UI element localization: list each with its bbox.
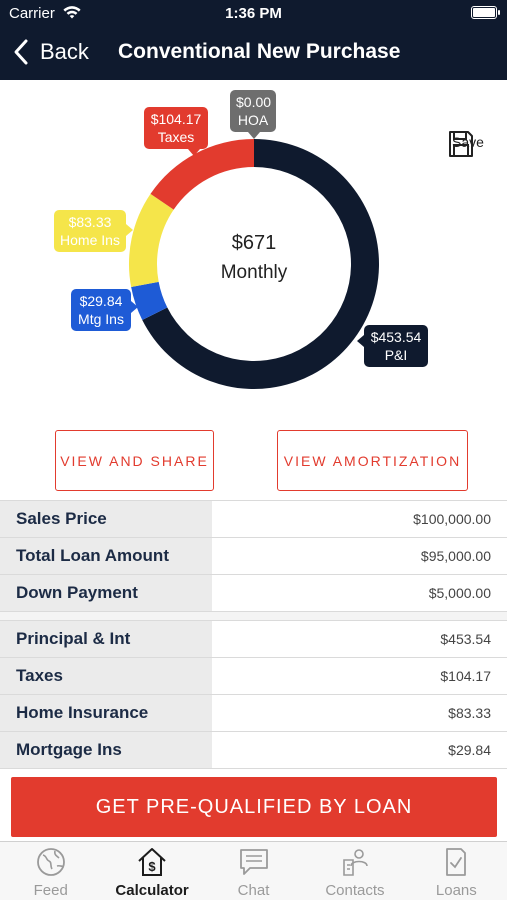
table-row: Principal & Int $453.54 (0, 621, 507, 658)
label-hoa-name: HOA (237, 112, 269, 128)
table-row: Sales Price $100,000.00 (0, 501, 507, 538)
save-icon (449, 131, 473, 157)
section-divider (0, 612, 507, 620)
globe-icon (36, 848, 65, 876)
contacts-icon (343, 849, 368, 876)
row-label: Principal & Int (0, 621, 212, 657)
tab-label: Loans (435, 882, 477, 899)
tab-chat[interactable]: Chat (203, 842, 304, 900)
row-label: Down Payment (0, 575, 212, 611)
page-title: Conventional New Purchase (118, 40, 401, 63)
row-value: $104.17 (440, 668, 491, 684)
label-taxes-value: $104.17 (150, 111, 202, 127)
tab-bar: Feed $ Calculator Chat Contacts Loans (0, 841, 507, 900)
row-value: $453.54 (440, 631, 491, 647)
tab-contacts[interactable]: Contacts (304, 842, 405, 900)
tab-loans[interactable]: Loans (406, 842, 507, 900)
monthly-label: Monthly (220, 262, 288, 283)
loan-summary-table: Sales Price $100,000.00 Total Loan Amoun… (0, 500, 507, 612)
label-hoa: $0.00 HOA (230, 90, 276, 139)
row-label: Mortgage Ins (0, 732, 212, 768)
row-value: $95,000.00 (420, 548, 491, 564)
label-pi-name: P&I (384, 347, 408, 363)
table-row: Home Insurance $83.33 (0, 695, 507, 732)
status-bar: Carrier 1:36 PM (0, 0, 507, 28)
svg-text:$: $ (148, 859, 156, 874)
label-hoa-value: $0.00 (236, 94, 272, 110)
chat-icon (239, 849, 268, 875)
tab-label: Feed (33, 882, 68, 899)
label-taxes-name: Taxes (157, 129, 195, 145)
label-mtg-ins-value: $29.84 (79, 293, 123, 309)
table-row: Mortgage Ins $29.84 (0, 732, 507, 769)
back-label: Back (40, 39, 89, 64)
row-label: Total Loan Amount (0, 538, 212, 574)
tab-label: Calculator (115, 882, 189, 899)
calculator-house-icon: $ (138, 848, 166, 876)
label-pi: $453.54 P&I (357, 325, 428, 367)
donut-slice-home-ins (129, 193, 174, 288)
row-value: $100,000.00 (413, 511, 491, 527)
label-mtg-ins-name: Mtg Ins (78, 311, 124, 327)
donut-slice-mtg-ins (131, 281, 168, 321)
monthly-total: $671 (231, 232, 277, 254)
payment-breakdown-table: Principal & Int $453.54 Taxes $104.17 Ho… (0, 620, 507, 769)
row-label: Sales Price (0, 501, 212, 537)
row-value: $29.84 (448, 742, 491, 758)
back-button[interactable]: Back (10, 36, 89, 68)
row-label: Taxes (0, 658, 212, 694)
label-home-ins-name: Home Ins (60, 232, 120, 248)
label-taxes: $104.17 Taxes (144, 107, 208, 156)
tab-label: Contacts (325, 882, 385, 899)
save-button[interactable]: Save (448, 130, 488, 157)
label-home-ins: $83.33 Home Ins (54, 210, 133, 252)
loans-icon (446, 848, 467, 876)
view-and-share-button[interactable]: VIEW AND SHARE (55, 430, 214, 491)
table-row: Total Loan Amount $95,000.00 (0, 538, 507, 575)
tab-label: Chat (237, 882, 270, 899)
table-row: Down Payment $5,000.00 (0, 575, 507, 612)
row-label: Home Insurance (0, 695, 212, 731)
donut-svg (129, 139, 379, 390)
row-value: $5,000.00 (428, 585, 491, 601)
donut-slice-taxes (150, 139, 254, 210)
wifi-icon (63, 6, 81, 19)
top-bar: Carrier 1:36 PM Back Conventional New Pu… (0, 0, 507, 80)
clock: 1:36 PM (225, 5, 282, 22)
get-pre-qualified-button[interactable]: GET PRE-QUALIFIED BY LOAN (11, 777, 497, 837)
carrier-label: Carrier (9, 5, 55, 22)
row-value: $83.33 (448, 705, 491, 721)
battery-icon (471, 6, 500, 19)
label-home-ins-value: $83.33 (68, 214, 112, 230)
payment-donut-chart: $671 Monthly $0.00 HOA $104.17 Taxes $83… (0, 80, 507, 420)
label-pi-value: $453.54 (370, 329, 422, 345)
tab-calculator[interactable]: $ Calculator (101, 842, 202, 900)
chevron-left-icon (14, 39, 28, 65)
tab-feed[interactable]: Feed (0, 842, 101, 900)
label-mtg-ins: $29.84 Mtg Ins (71, 289, 138, 331)
table-row: Taxes $104.17 (0, 658, 507, 695)
view-amortization-button[interactable]: VIEW AMORTIZATION (277, 430, 468, 491)
